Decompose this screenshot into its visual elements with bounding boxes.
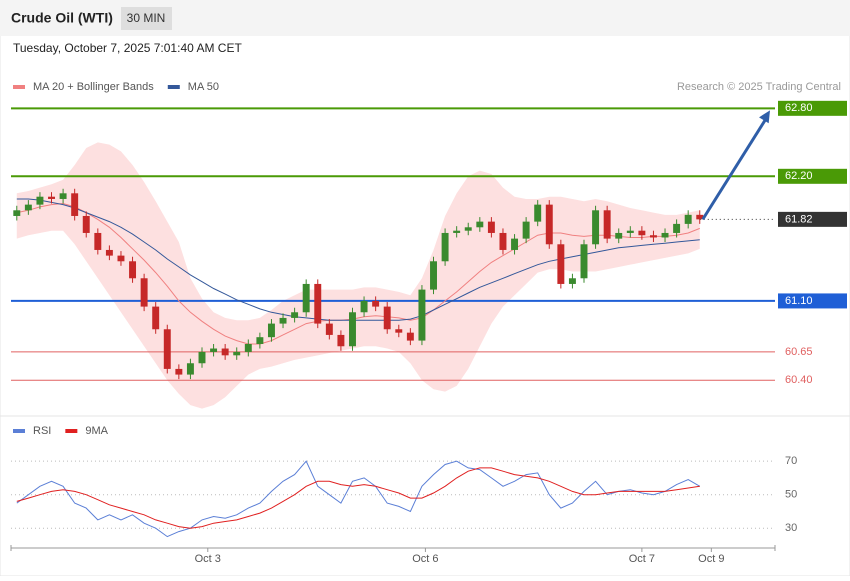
candle-body: [360, 300, 368, 313]
level-label: 62.20: [785, 170, 813, 182]
candle-body: [59, 193, 67, 199]
legend-label: MA 50: [188, 81, 219, 93]
candle-body: [186, 363, 194, 375]
candle-body: [545, 204, 553, 245]
candle-body: [626, 230, 634, 233]
level-label-box: [778, 100, 847, 116]
candle-body: [291, 312, 299, 318]
candle-body: [592, 210, 600, 245]
candle-body: [487, 221, 495, 233]
candle-body: [453, 230, 461, 233]
candle-body: [267, 323, 275, 338]
candle-body: [441, 232, 449, 262]
legend-label: 9MA: [85, 425, 108, 437]
candle-body: [36, 196, 44, 205]
candle-body: [71, 193, 79, 216]
candle-body: [499, 232, 507, 250]
forecast-arrowhead: [759, 110, 770, 124]
candle-body: [279, 317, 287, 324]
candle-body: [673, 223, 681, 233]
x-tick-label: Oct 9: [698, 553, 724, 565]
candle-body: [221, 348, 229, 356]
level-label-box: [778, 293, 847, 309]
candle-body: [649, 235, 657, 238]
candle-body: [406, 332, 414, 341]
level-label: 60.65: [785, 346, 813, 358]
candle-body: [140, 278, 148, 307]
candle-body: [557, 244, 565, 284]
candle-body: [464, 227, 472, 231]
level-label: 62.80: [785, 102, 813, 114]
candle-body: [24, 204, 32, 211]
candle-body: [395, 329, 403, 333]
candle-body: [337, 334, 345, 347]
candle-body: [325, 323, 333, 335]
candle-body: [638, 230, 646, 236]
level-label-box: [778, 168, 847, 184]
legend-label: MA 20 + Bollinger Bands: [33, 81, 154, 93]
candle-body: [233, 351, 241, 356]
x-tick-label: Oct 6: [412, 553, 438, 565]
rsi-line: [16, 467, 700, 529]
forecast-arrow: [701, 119, 767, 221]
candle-body: [522, 221, 530, 239]
candle-body: [152, 306, 160, 330]
candle-body: [198, 351, 206, 364]
legend-swatch: [65, 429, 78, 433]
last-price-box: [778, 211, 847, 227]
candle-body: [349, 312, 356, 347]
rsi-line: [16, 460, 701, 538]
candle-body: [580, 244, 588, 279]
candle-body: [603, 210, 611, 239]
attribution: Research © 2025 Trading Central: [677, 81, 841, 93]
candle-body: [48, 196, 55, 199]
candle-body: [314, 283, 322, 324]
candle-body: [82, 215, 90, 233]
candle-body: [511, 238, 519, 250]
last-price-label: 61.82: [785, 213, 813, 225]
candle-body: [244, 343, 252, 352]
ma-line: [16, 202, 700, 345]
candle-body: [210, 348, 218, 352]
y-tick-label: 30: [785, 522, 797, 534]
candle-body: [476, 221, 484, 228]
y-tick-label: 50: [785, 489, 797, 501]
interval: 30 MIN: [127, 11, 166, 25]
legend-swatch: [167, 85, 180, 89]
candle-body: [615, 232, 623, 239]
candle-body: [163, 329, 171, 369]
candle-body: [418, 289, 426, 341]
candle-body: [129, 261, 137, 279]
candle-body: [302, 283, 310, 313]
candle-body: [661, 232, 669, 238]
title: Crude Oil (WTI): [11, 10, 113, 26]
legend-label: RSI: [33, 425, 51, 437]
candle-body: [117, 255, 125, 262]
candle-body: [372, 300, 380, 307]
y-tick-label: 70: [785, 455, 797, 467]
bollinger-band: [16, 142, 700, 409]
interval-box: [121, 7, 172, 30]
candle-body: [105, 249, 113, 256]
legend-swatch: [13, 85, 25, 89]
date: Tuesday, October 7, 2025 7:01:40 AM CET: [13, 41, 242, 55]
candle-body: [534, 204, 542, 222]
candle-body: [684, 214, 692, 224]
candle-body: [94, 232, 102, 250]
candle-body: [430, 261, 437, 290]
level-label: 61.10: [785, 295, 813, 307]
legend-swatch: [13, 429, 25, 433]
candle-body: [175, 368, 183, 375]
candle-body: [383, 306, 391, 330]
x-tick-label: Oct 3: [195, 553, 221, 565]
candle-body: [568, 278, 576, 284]
candle-body: [256, 337, 264, 344]
x-tick-label: Oct 7: [629, 553, 655, 565]
candle-body: [13, 210, 21, 216]
level-label: 60.40: [785, 374, 813, 386]
candle-body: [696, 214, 704, 220]
